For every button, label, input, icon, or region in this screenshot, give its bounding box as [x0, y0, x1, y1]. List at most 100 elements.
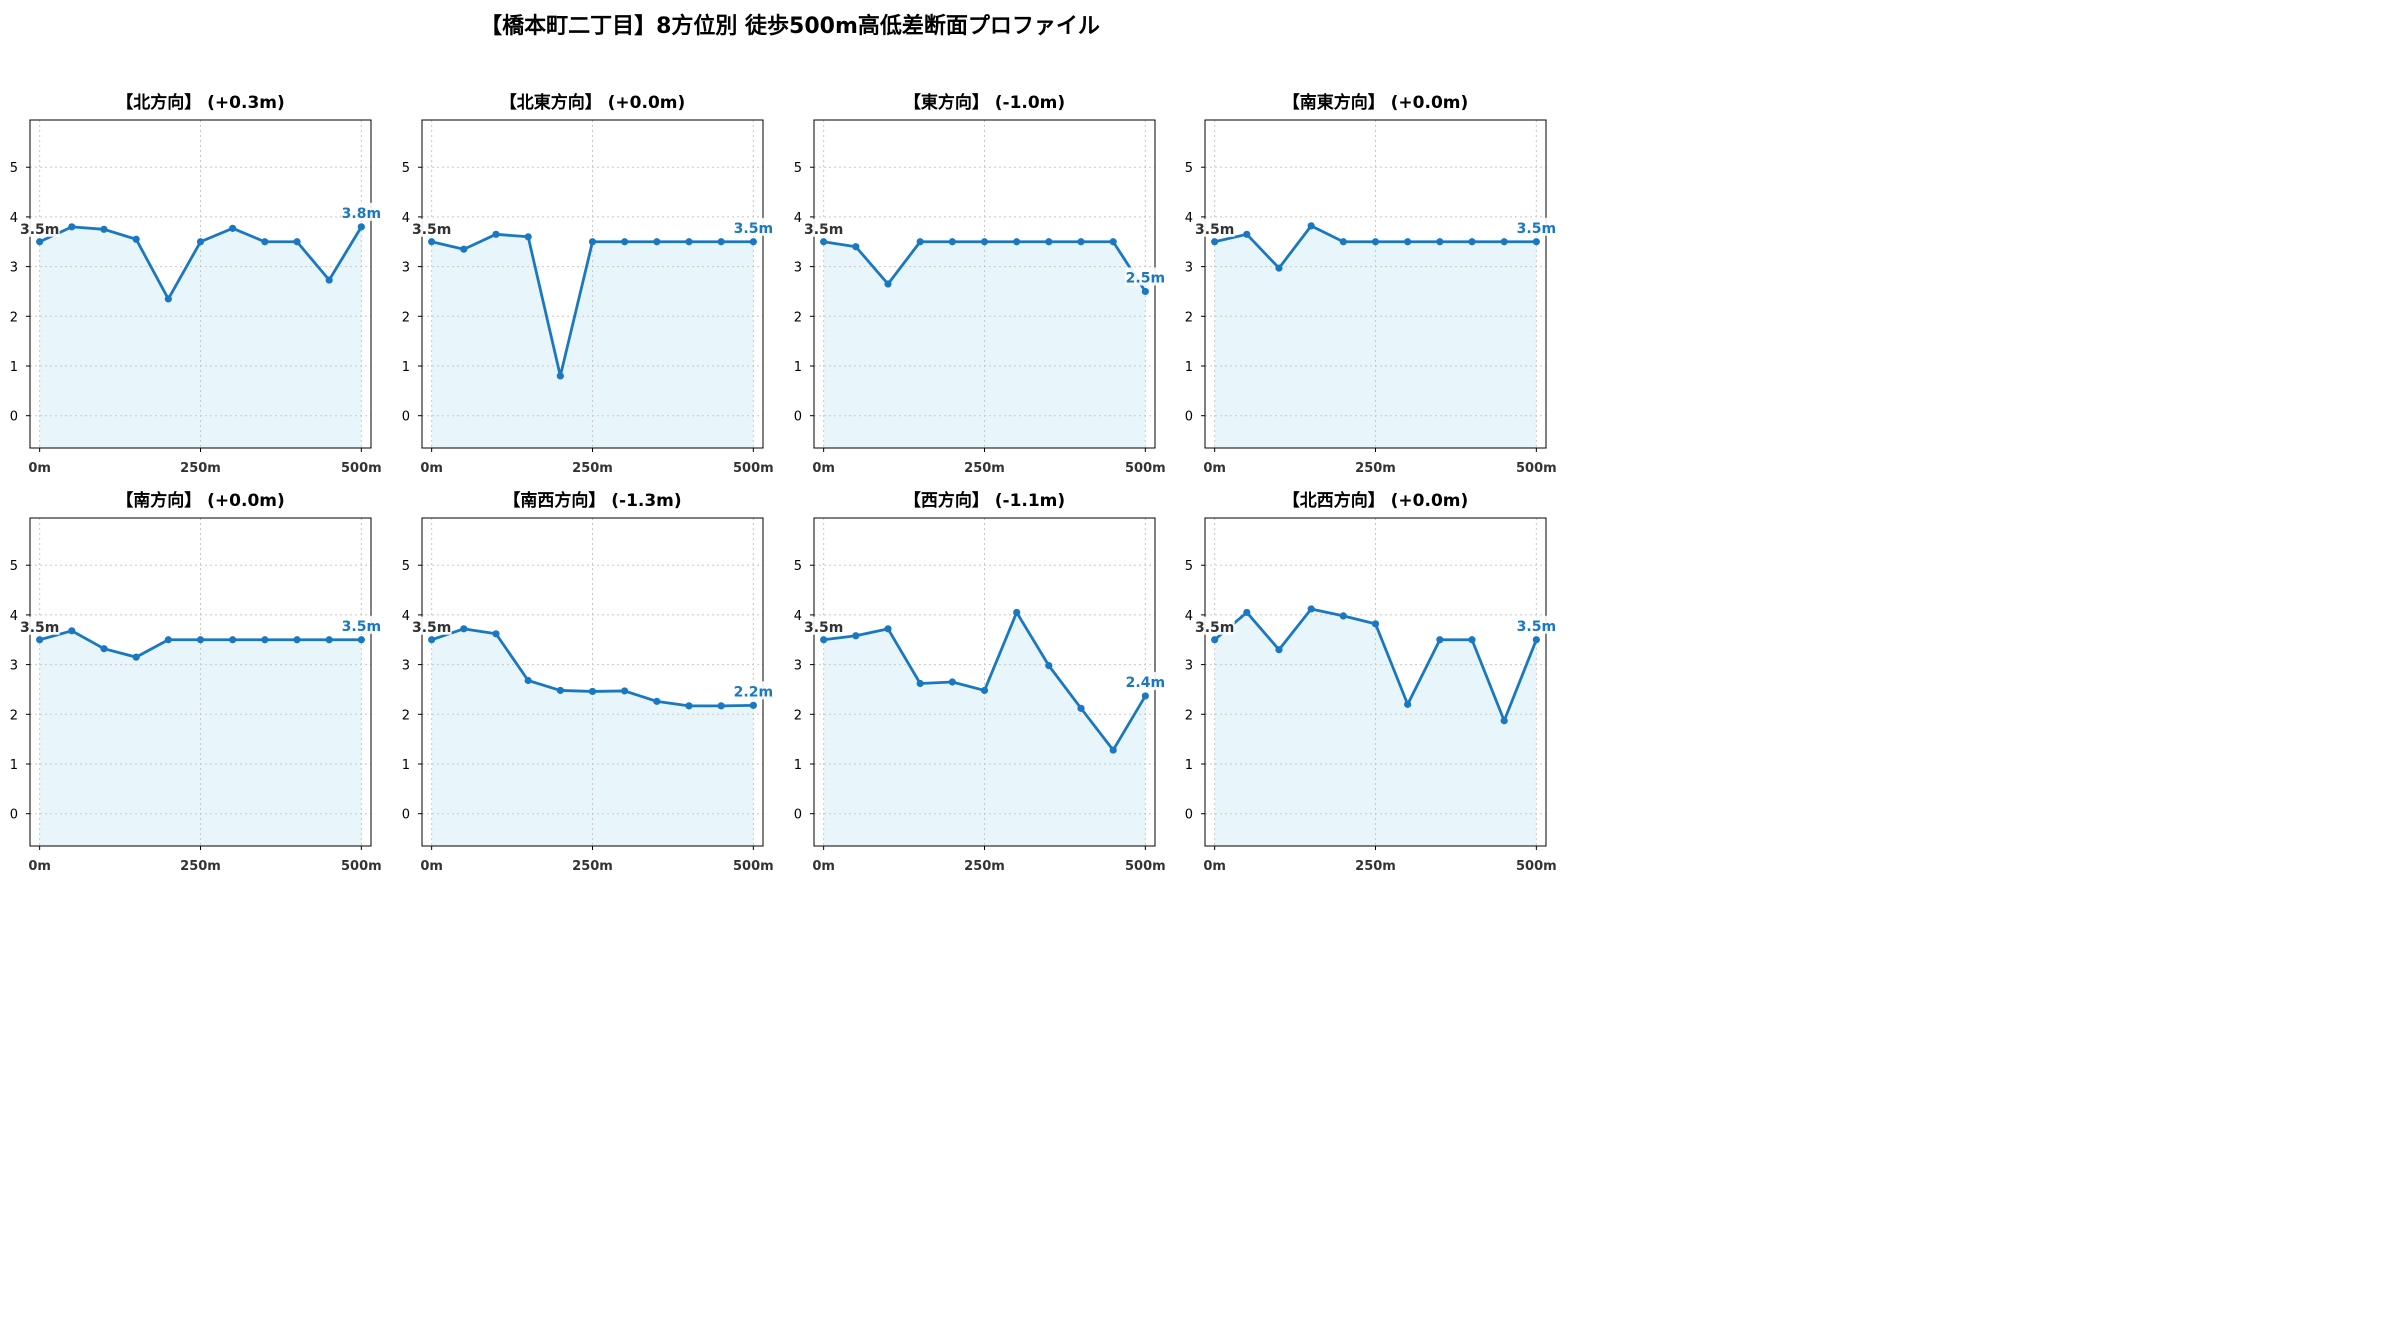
elevation-point	[293, 636, 301, 644]
x-tick-label: 250m	[1355, 859, 1396, 874]
elevation-point	[164, 636, 172, 644]
start-label-box	[411, 616, 452, 635]
elevation-point	[948, 678, 956, 686]
y-tick-label: 3	[794, 659, 802, 674]
elevation-point	[1141, 692, 1149, 700]
elevation-point	[1371, 620, 1380, 628]
elevation-point	[916, 238, 924, 246]
y-tick-label: 2	[10, 310, 18, 325]
elevation-point	[653, 697, 661, 705]
elevation-point	[685, 238, 693, 246]
panel-title: 【南東方向】 (+0.0m)	[1283, 92, 1469, 113]
y-tick-label: 3	[402, 261, 410, 276]
profile-panel-1: 0 1 2 3 4 5 0m 250m 500m 【北方向】 (+0.3m) 3.5m 3.8m	[10, 92, 382, 476]
y-tick-label: 3	[402, 659, 410, 674]
x-tick-label: 0m	[1203, 461, 1226, 476]
start-elevation-label: 3.5m	[1195, 222, 1234, 238]
elevation-point	[261, 238, 269, 246]
x-tick-label: 0m	[420, 461, 443, 476]
elevation-point	[980, 686, 989, 695]
elevation-point	[1077, 238, 1085, 246]
y-tick-label: 3	[10, 659, 18, 674]
elevation-point	[36, 238, 44, 246]
elevation-point	[229, 224, 237, 232]
panel-title: 【東方向】 (-1.0m)	[904, 92, 1065, 113]
panel-title: 【北方向】 (+0.3m)	[116, 92, 285, 113]
elevation-point	[1013, 608, 1021, 617]
y-tick-label: 1	[402, 360, 410, 375]
elevation-point	[621, 238, 629, 246]
x-tick-label: 500m	[1516, 859, 1557, 874]
x-tick-label: 0m	[812, 461, 835, 476]
end-elevation-label: 2.5m	[1126, 270, 1165, 286]
elevation-point	[717, 702, 725, 710]
end-label-box	[1125, 267, 1166, 286]
area-fill	[39, 226, 362, 448]
elevation-point	[653, 238, 661, 246]
x-tick-label: 250m	[572, 461, 613, 476]
start-label-box	[411, 218, 452, 237]
y-tick-label: 4	[402, 609, 410, 624]
end-label-box	[341, 615, 382, 634]
elevation-point	[1339, 612, 1347, 620]
start-label-box	[1194, 218, 1235, 237]
elevation-point	[980, 238, 989, 246]
elevation-point	[132, 235, 140, 243]
x-tick-label: 500m	[1125, 461, 1166, 476]
elevation-point	[460, 625, 468, 633]
panel-title: 【西方向】 (-1.1m)	[904, 490, 1065, 511]
elevation-point	[492, 230, 500, 238]
y-tick-label: 0	[1185, 808, 1193, 823]
elevation-point	[524, 233, 532, 241]
y-tick-label: 1	[10, 758, 18, 773]
elevation-point	[1211, 238, 1219, 246]
elevation-point	[1109, 746, 1117, 754]
y-tick-label: 3	[1185, 659, 1193, 674]
figure-title: 【橋本町二丁目】8方位別 徒歩500m高低差断面プロファイル	[480, 14, 1100, 39]
x-tick-label: 0m	[420, 859, 443, 874]
elevation-point	[852, 632, 860, 640]
end-elevation-label: 3.8m	[342, 206, 381, 222]
elevation-point	[68, 627, 76, 635]
start-label-box	[1194, 616, 1235, 635]
elevation-point	[1211, 636, 1219, 644]
elevation-point	[852, 243, 860, 251]
y-tick-label: 5	[794, 559, 802, 574]
elevation-point	[717, 238, 725, 246]
elevation-point	[1077, 704, 1085, 712]
profile-panel-8: 0 1 2 3 4 5 0m 250m 500m 【北西方向】 (+0.0m) 3.5m 3.5m	[1185, 490, 1557, 874]
elevation-point	[1339, 238, 1347, 246]
elevation-point	[492, 630, 500, 638]
elevation-point	[1500, 238, 1508, 246]
elevation-point	[68, 223, 76, 231]
profile-panel-3: 0 1 2 3 4 5 0m 250m 500m 【東方向】 (-1.0m) 3.5m 2.5m	[794, 92, 1166, 476]
y-tick-label: 5	[1185, 559, 1193, 574]
elevation-point	[325, 636, 333, 644]
elevation-point	[196, 238, 205, 246]
y-tick-label: 3	[794, 261, 802, 276]
end-elevation-label: 3.5m	[342, 619, 381, 635]
elevation-point	[460, 245, 468, 253]
x-tick-label: 250m	[572, 859, 613, 874]
x-tick-label: 0m	[28, 461, 51, 476]
area-fill	[823, 241, 1146, 448]
x-tick-label: 250m	[964, 859, 1005, 874]
panel-title: 【北東方向】 (+0.0m)	[500, 92, 686, 113]
x-tick-label: 500m	[341, 859, 382, 874]
y-tick-label: 0	[402, 410, 410, 425]
y-tick-label: 1	[10, 360, 18, 375]
elevation-point	[1404, 238, 1412, 246]
elevation-point	[325, 276, 333, 284]
elevation-point	[1371, 238, 1380, 246]
y-tick-label: 4	[794, 609, 802, 624]
y-tick-label: 2	[1185, 708, 1193, 723]
y-tick-label: 1	[402, 758, 410, 773]
panel-title: 【南西方向】 (-1.3m)	[503, 490, 681, 511]
elevation-point	[1468, 636, 1476, 644]
elevation-point	[428, 238, 436, 246]
y-tick-label: 4	[1185, 609, 1193, 624]
y-tick-label: 0	[794, 410, 802, 425]
elevation-point	[100, 645, 108, 653]
end-elevation-label: 3.5m	[1517, 619, 1556, 635]
